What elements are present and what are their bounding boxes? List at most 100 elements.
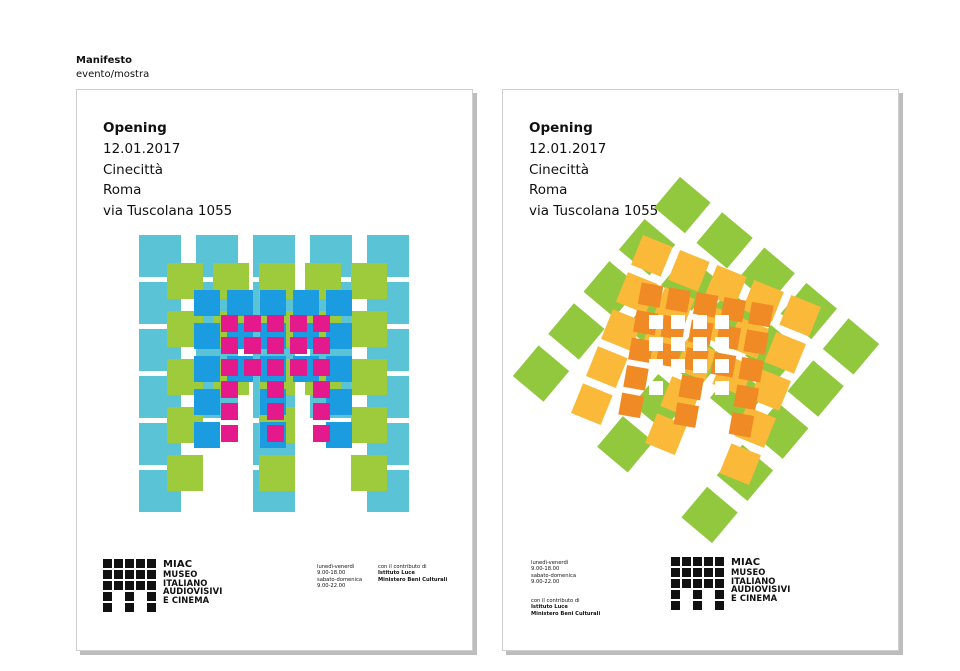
logo-line: ITALIANO — [731, 575, 776, 586]
caption-subtitle: evento/mostra — [76, 69, 150, 80]
logo-square — [715, 590, 724, 599]
square-blue — [326, 356, 352, 382]
square-blue — [260, 290, 286, 316]
square-green — [681, 486, 738, 544]
credits-intro: con il contributo di — [378, 564, 427, 570]
event-address: via Tuscolana 1055 — [529, 203, 659, 220]
event-title: Opening — [529, 120, 593, 136]
weekday-time: 9.00-18.00 — [317, 570, 346, 577]
logo-line: ITALIANO — [163, 577, 208, 588]
event-address: via Tuscolana 1055 — [103, 203, 233, 220]
square-yellow — [764, 332, 806, 374]
square-white — [715, 359, 729, 373]
square-white — [715, 337, 729, 351]
square-lime — [351, 311, 387, 347]
logo-wordmark: MIAC MUSEO ITALIANO AUDIOVISIVI E CINEMA — [163, 559, 222, 604]
logo-square — [671, 579, 680, 588]
square-magenta — [267, 403, 284, 420]
miac-logo: MIAC MUSEO ITALIANO AUDIOVISIVI E CINEMA — [103, 559, 222, 614]
logo-square — [136, 570, 145, 579]
logo-square — [125, 603, 134, 612]
opening-hours: lunedì-venerdì 9.00-18.00 sabato-domenic… — [317, 564, 362, 589]
logo-line: MUSEO — [731, 567, 766, 577]
square-green — [787, 360, 844, 417]
logo-square — [671, 590, 680, 599]
logo-square — [125, 559, 134, 568]
square-blue — [194, 290, 220, 316]
logo-square — [103, 570, 112, 579]
logo-square — [704, 568, 713, 577]
logo-square — [715, 601, 724, 610]
square-blue — [293, 290, 319, 316]
square-magenta — [290, 315, 307, 332]
square-lime — [351, 263, 387, 299]
square-magenta — [290, 337, 307, 354]
square-magenta — [221, 381, 238, 398]
square-white — [649, 381, 663, 395]
square-green — [654, 176, 711, 234]
logo-square — [114, 581, 123, 590]
logo-square — [147, 581, 156, 590]
square-lime — [259, 455, 295, 491]
event-city: Roma — [529, 182, 568, 199]
square-lime — [351, 455, 387, 491]
square-blue — [326, 422, 352, 448]
square-blue — [194, 323, 220, 349]
square-white — [649, 337, 663, 351]
logo-square — [671, 557, 680, 566]
square-magenta — [267, 381, 284, 398]
square-blue — [227, 290, 253, 316]
logo-square — [693, 590, 702, 599]
square-orange — [678, 374, 704, 401]
event-city: Roma — [103, 182, 142, 199]
square-magenta — [221, 403, 238, 420]
square-orange — [692, 292, 719, 318]
square-yellow — [571, 383, 613, 426]
square-magenta — [221, 359, 238, 376]
logo-square — [147, 603, 156, 612]
poster-square-grid: Opening 12.01.2017 Cinecittà Roma via Tu… — [76, 89, 473, 651]
logo-square — [125, 592, 134, 601]
square-white — [693, 315, 707, 329]
square-orange — [673, 402, 700, 428]
poster-event-info: Opening 12.01.2017 Cinecittà Roma via Tu… — [529, 118, 658, 222]
credits: con il contributo di Istituto Luce Minis… — [531, 598, 600, 617]
event-date: 12.01.2017 — [103, 140, 181, 157]
logo-square — [136, 581, 145, 590]
square-yellow — [719, 443, 762, 485]
logo-line: AUDIOVISIVI — [731, 584, 791, 595]
square-white — [693, 359, 707, 373]
square-magenta — [313, 425, 330, 442]
square-blue — [194, 356, 220, 382]
caption-title: Manifesto — [76, 55, 132, 66]
weekday-label: lunedì-venerdì — [317, 564, 355, 570]
square-orange — [748, 301, 774, 328]
logo-square — [114, 570, 123, 579]
square-orange — [618, 392, 644, 419]
logo-square — [147, 592, 156, 601]
square-blue — [194, 422, 220, 448]
event-venue: Cinecittà — [529, 161, 590, 178]
square-orange — [728, 412, 755, 438]
miac-logo: MIAC MUSEO ITALIANO AUDIOVISIVI E CINEMA — [671, 557, 790, 612]
logo-square — [125, 581, 134, 590]
square-magenta — [313, 337, 330, 354]
m-pattern-rotated-artwork — [512, 176, 880, 544]
credits-org: Ministero Beni Culturali — [378, 576, 448, 583]
square-magenta — [221, 337, 238, 354]
poster-event-info: Opening 12.01.2017 Cinecittà Roma via Tu… — [103, 118, 232, 222]
logo-name: MIAC — [163, 559, 193, 570]
credits-org: Istituto Luce — [531, 604, 568, 611]
square-magenta — [267, 425, 284, 442]
square-lime — [351, 407, 387, 443]
square-magenta — [290, 359, 307, 376]
weekend-time: 9.00-22.00 — [531, 578, 560, 585]
square-magenta — [244, 337, 261, 354]
credits-org: Ministero Beni Culturali — [531, 610, 601, 617]
square-blue — [326, 323, 352, 349]
square-orange — [665, 287, 691, 313]
logo-square — [103, 603, 112, 612]
square-green — [512, 345, 570, 402]
square-magenta — [244, 315, 261, 332]
logo-line: AUDIOVISIVI — [163, 586, 223, 597]
